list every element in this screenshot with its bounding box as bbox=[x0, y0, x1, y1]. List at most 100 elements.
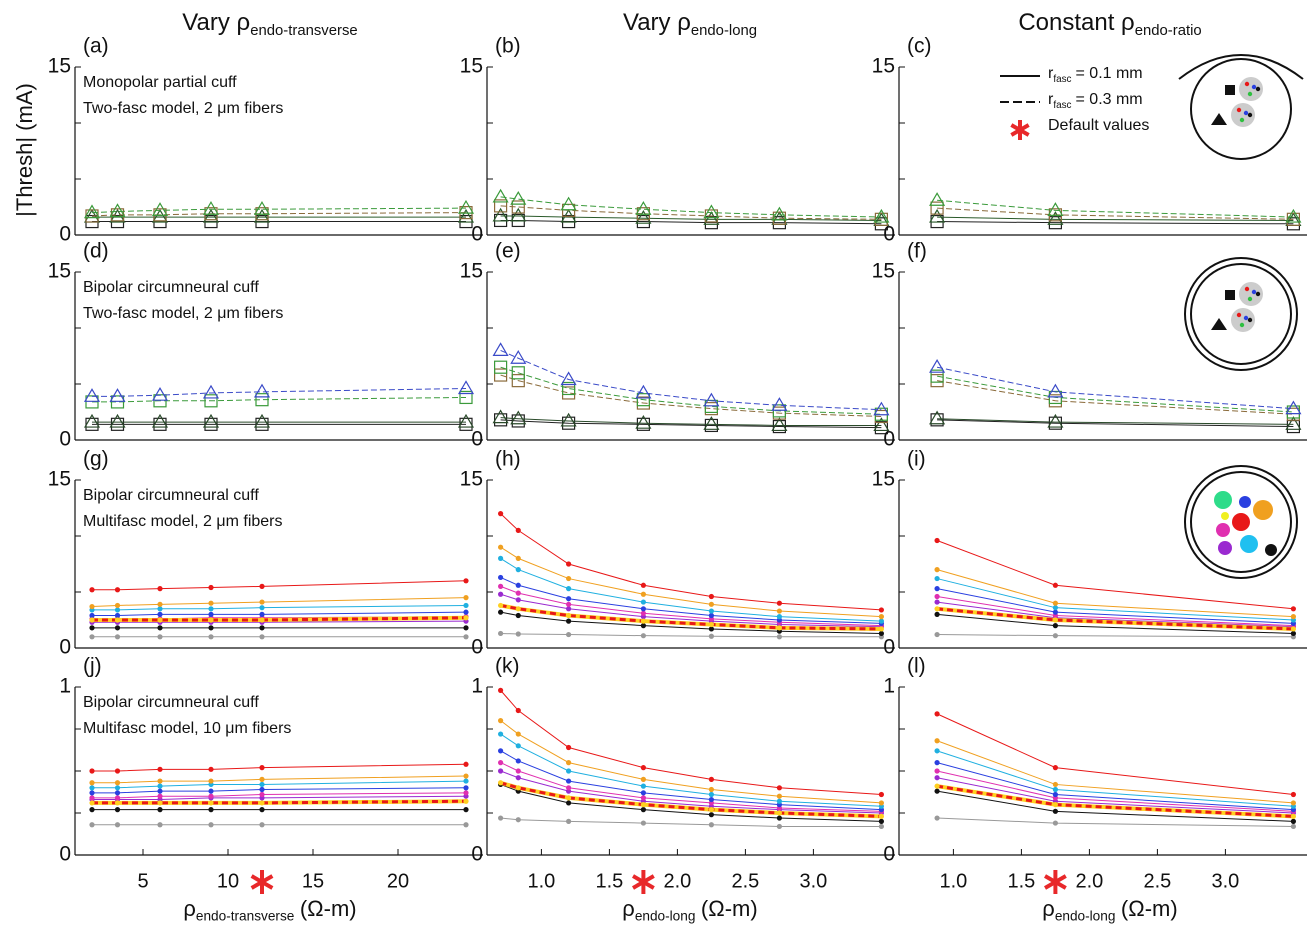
marker bbox=[873, 417, 890, 432]
marker bbox=[151, 202, 169, 216]
marker bbox=[934, 631, 940, 638]
marker bbox=[463, 807, 469, 813]
marker bbox=[635, 415, 652, 429]
marker bbox=[934, 537, 940, 544]
panel-label: (d) bbox=[83, 240, 109, 263]
marker bbox=[878, 818, 885, 825]
marker bbox=[498, 544, 504, 550]
marker bbox=[89, 612, 95, 619]
legend-star-arm bbox=[1010, 123, 1030, 137]
marker bbox=[566, 606, 572, 612]
marker bbox=[492, 188, 509, 203]
y-tick-label: 15 bbox=[48, 260, 71, 283]
marker bbox=[1290, 800, 1296, 806]
marker bbox=[498, 748, 504, 754]
marker bbox=[208, 788, 214, 794]
marker bbox=[566, 612, 572, 619]
marker bbox=[1052, 582, 1058, 588]
marker bbox=[1052, 623, 1058, 629]
panel-label: (l) bbox=[907, 655, 926, 678]
marker bbox=[114, 607, 121, 613]
annotation: Multifasc model, 10 μm fibers bbox=[83, 720, 291, 737]
marker bbox=[89, 790, 95, 796]
marker bbox=[498, 731, 504, 737]
marker bbox=[109, 413, 126, 428]
nerve-outline bbox=[1190, 58, 1292, 160]
marker bbox=[463, 778, 469, 784]
marker bbox=[1290, 606, 1296, 612]
marker bbox=[640, 591, 647, 597]
marker bbox=[703, 392, 720, 407]
x-tick-label: 2.0 bbox=[1075, 870, 1103, 892]
marker bbox=[776, 785, 783, 791]
column-title-main: Vary ρ bbox=[182, 9, 250, 36]
marker bbox=[157, 783, 163, 789]
marker bbox=[566, 631, 572, 638]
x-tick-label: 15 bbox=[302, 870, 324, 892]
fascicle bbox=[1221, 512, 1229, 520]
marker bbox=[708, 812, 715, 818]
marker bbox=[566, 618, 572, 624]
marker bbox=[515, 582, 521, 588]
marker bbox=[776, 608, 783, 614]
series-line bbox=[500, 349, 882, 411]
series-line bbox=[500, 374, 882, 417]
panel-label: (j) bbox=[83, 655, 102, 678]
marker bbox=[934, 611, 940, 618]
marker bbox=[515, 743, 521, 749]
series-line bbox=[500, 417, 882, 426]
marker bbox=[459, 390, 473, 405]
marker bbox=[515, 707, 521, 714]
column-title-sub: endo-long bbox=[691, 23, 757, 39]
series-line bbox=[91, 597, 467, 608]
panel-label: (e) bbox=[495, 240, 521, 263]
marker bbox=[89, 785, 95, 791]
marker bbox=[157, 766, 163, 772]
fascicle bbox=[1239, 77, 1263, 101]
column-title: Vary ρendo-long bbox=[623, 9, 757, 39]
marker bbox=[776, 634, 783, 640]
marker bbox=[1285, 400, 1302, 415]
panel-label: (b) bbox=[495, 35, 521, 58]
marker bbox=[259, 765, 265, 771]
marker bbox=[511, 374, 525, 388]
marker bbox=[109, 388, 126, 402]
marker bbox=[566, 586, 572, 592]
y-tick-label: 1 bbox=[471, 675, 483, 698]
marker bbox=[515, 590, 521, 596]
series-line bbox=[92, 611, 467, 617]
marker bbox=[640, 790, 647, 796]
marker bbox=[1047, 202, 1064, 216]
marker bbox=[157, 793, 163, 799]
marker bbox=[114, 822, 121, 828]
x-axis-label-main: ρ bbox=[183, 896, 196, 921]
marker bbox=[208, 778, 214, 784]
marker bbox=[708, 593, 715, 600]
y-tick-label: 15 bbox=[48, 55, 71, 78]
series-line bbox=[937, 419, 1294, 428]
marker bbox=[929, 410, 946, 425]
marker bbox=[640, 807, 647, 813]
x-tick-label: 2.5 bbox=[731, 870, 759, 892]
cuff bbox=[1178, 54, 1304, 80]
marker bbox=[114, 612, 121, 619]
marker bbox=[259, 625, 265, 631]
marker bbox=[636, 393, 651, 407]
panel-label: (c) bbox=[907, 35, 932, 58]
marker bbox=[640, 599, 647, 605]
marker bbox=[934, 575, 940, 582]
marker bbox=[457, 199, 475, 214]
marker bbox=[463, 790, 469, 796]
legend-label-main: r bbox=[1048, 91, 1054, 108]
panel-label: (h) bbox=[495, 448, 521, 471]
legend-label-sub: fasc bbox=[1053, 73, 1071, 84]
panel-label: (i) bbox=[907, 448, 926, 471]
x-tick-label: 3.0 bbox=[1211, 870, 1239, 892]
panel-label: (f) bbox=[907, 240, 927, 263]
marker bbox=[1048, 416, 1063, 430]
marker bbox=[83, 388, 101, 402]
x-axis-label-suffix: (Ω-m) bbox=[701, 896, 758, 921]
marker bbox=[259, 776, 265, 783]
series-line bbox=[500, 205, 882, 220]
marker bbox=[640, 802, 647, 808]
